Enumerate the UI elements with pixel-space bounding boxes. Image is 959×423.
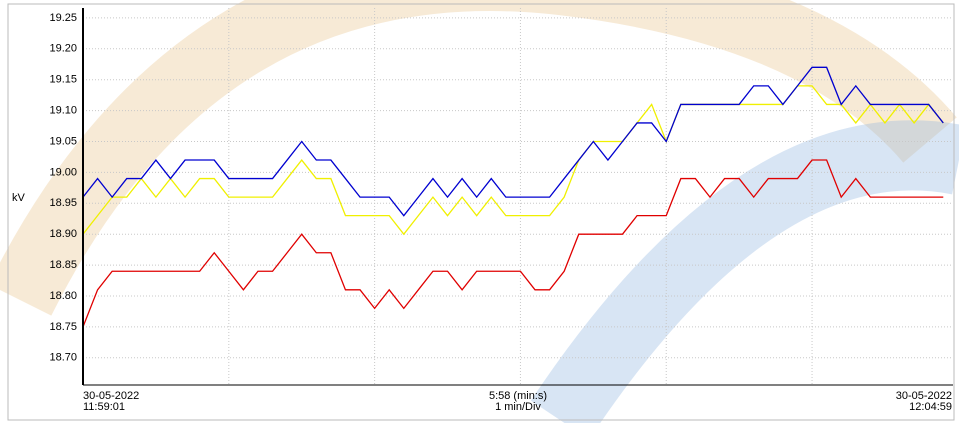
y-tick-label: 19.10 — [49, 104, 77, 116]
y-tick-label: 18.80 — [49, 290, 77, 302]
x-start-label: 30-05-2022 — [83, 390, 139, 402]
watermark-arc — [530, 120, 959, 423]
y-tick-label: 18.95 — [49, 197, 77, 209]
y-tick-label: 19.25 — [49, 12, 77, 24]
x-end-label: 30-05-2022 — [896, 390, 952, 402]
x-end-label: 12:04:59 — [909, 401, 952, 413]
x-mid-label: 5:58 (min:s) — [489, 390, 547, 402]
series-line — [82, 159, 944, 328]
series-line — [82, 66, 944, 217]
x-start-label: 11:59:01 — [83, 401, 125, 413]
frame — [7, 3, 955, 421]
watermark-arc — [0, 0, 957, 316]
x-mid-label: 1 min/Div — [495, 401, 541, 413]
y-tick-label: 18.75 — [49, 321, 77, 333]
y-tick-label: 19.05 — [49, 135, 77, 147]
y-tick-label: 19.00 — [49, 166, 77, 178]
y-tick-label: 19.15 — [49, 74, 77, 86]
y-tick-label: 18.70 — [49, 352, 77, 364]
y-tick-label: 19.20 — [49, 43, 77, 55]
plot-area: 19.25 19.20 19.15 19.10 19.05 19.00 18.95 18.90… — [49, 8, 953, 385]
series-line — [82, 85, 944, 236]
y-tick-label: 18.85 — [49, 259, 77, 271]
y-axis-label: kV — [12, 192, 26, 204]
y-tick-label: 18.90 — [49, 228, 77, 240]
